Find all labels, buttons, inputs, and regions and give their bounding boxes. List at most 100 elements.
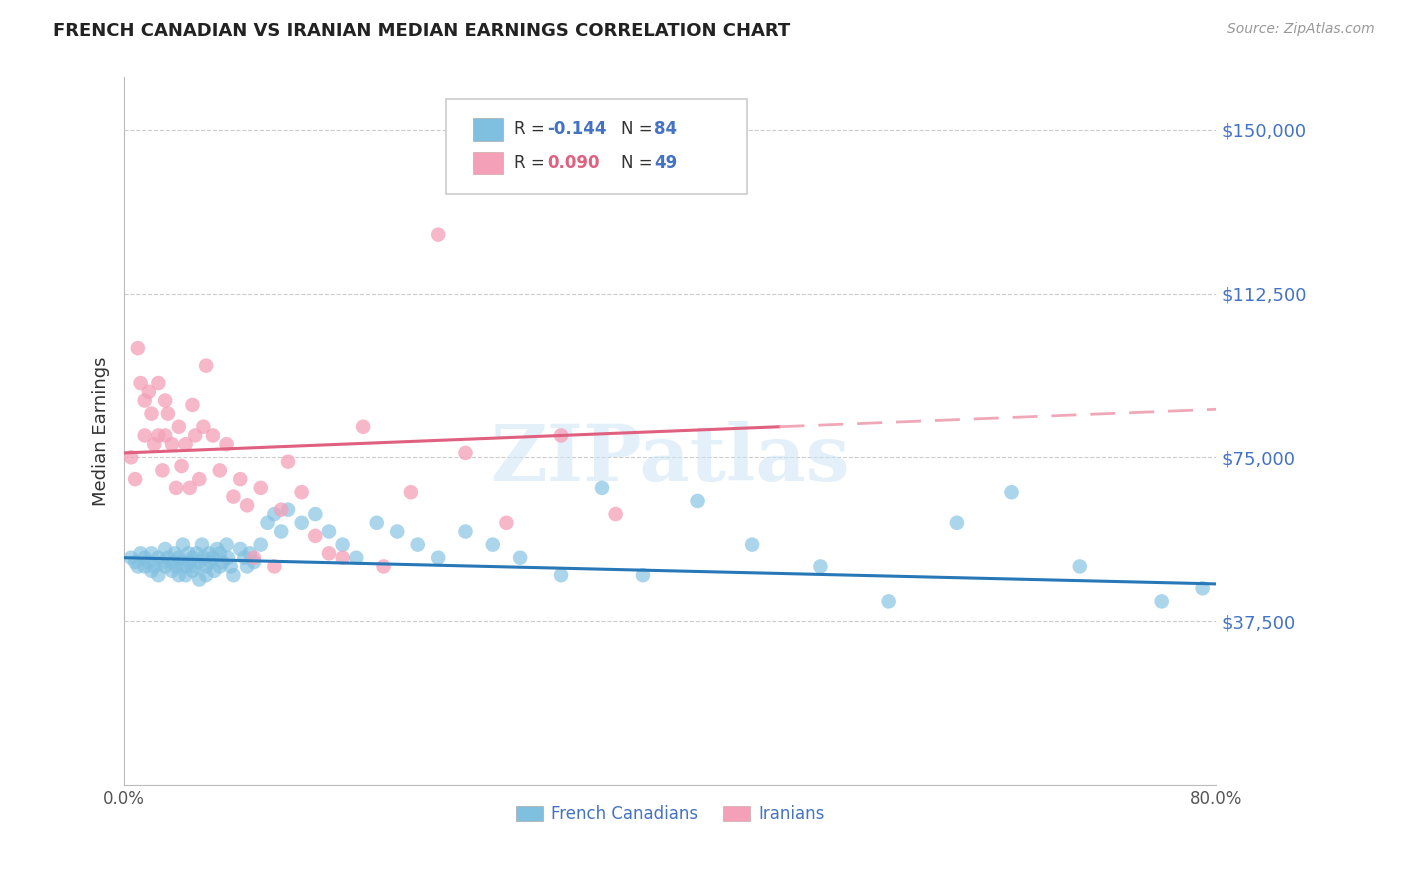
FancyBboxPatch shape	[446, 99, 747, 194]
Point	[160, 437, 183, 451]
Point	[236, 559, 259, 574]
Point	[304, 529, 326, 543]
Point	[215, 437, 238, 451]
Point	[134, 428, 156, 442]
Point	[229, 541, 252, 556]
Point	[191, 538, 214, 552]
Point	[249, 481, 271, 495]
Bar	[472, 119, 503, 141]
Point	[427, 227, 450, 242]
Point	[156, 407, 179, 421]
Point	[148, 568, 170, 582]
Point	[129, 376, 152, 390]
Point	[222, 568, 245, 582]
Text: 49: 49	[654, 154, 678, 172]
Point	[277, 455, 299, 469]
Text: FRENCH CANADIAN VS IRANIAN MEDIAN EARNINGS CORRELATION CHART: FRENCH CANADIAN VS IRANIAN MEDIAN EARNIN…	[53, 22, 790, 40]
Point	[243, 550, 266, 565]
Point	[127, 341, 149, 355]
Point	[387, 524, 409, 539]
Point	[179, 481, 201, 495]
Text: 0.090: 0.090	[547, 154, 599, 172]
Point	[179, 555, 201, 569]
Point	[153, 559, 176, 574]
Point	[186, 546, 208, 560]
Point	[148, 428, 170, 442]
Point	[198, 546, 221, 560]
Point	[181, 564, 204, 578]
Point	[1191, 582, 1213, 596]
Point	[181, 550, 204, 565]
Point	[156, 550, 179, 565]
Point	[202, 564, 225, 578]
Point	[184, 559, 207, 574]
Point	[141, 407, 163, 421]
Point	[318, 546, 340, 560]
Point	[366, 516, 388, 530]
Text: N =: N =	[621, 120, 658, 138]
Point	[200, 555, 222, 569]
Point	[1000, 485, 1022, 500]
Point	[160, 555, 183, 569]
Point	[134, 550, 156, 565]
Point	[174, 568, 197, 582]
Point	[201, 550, 224, 565]
Point	[605, 507, 627, 521]
Point	[134, 393, 156, 408]
Legend: French Canadians, Iranians: French Canadians, Iranians	[509, 798, 831, 830]
Point	[148, 376, 170, 390]
Point	[686, 494, 709, 508]
Point	[946, 516, 969, 530]
Point	[219, 559, 242, 574]
Point	[332, 550, 354, 565]
Point	[195, 568, 218, 582]
Point	[177, 546, 200, 560]
Point	[256, 516, 278, 530]
Point	[352, 419, 374, 434]
Point	[153, 393, 176, 408]
Point	[291, 485, 314, 500]
Point	[160, 564, 183, 578]
Point	[877, 594, 900, 608]
Point	[373, 559, 395, 574]
Point	[174, 559, 197, 574]
Point	[304, 507, 326, 521]
Point	[481, 538, 503, 552]
Point	[249, 538, 271, 552]
Point	[509, 550, 531, 565]
Point	[167, 419, 190, 434]
Bar	[472, 152, 503, 174]
Point	[153, 428, 176, 442]
Point	[138, 555, 160, 569]
Point	[188, 573, 211, 587]
Point	[129, 546, 152, 560]
Point	[454, 524, 477, 539]
Point	[344, 550, 367, 565]
Point	[229, 472, 252, 486]
Point	[120, 450, 142, 465]
Point	[167, 568, 190, 582]
Point	[406, 538, 429, 552]
Point	[170, 555, 193, 569]
Point	[138, 384, 160, 399]
Point	[143, 437, 166, 451]
Text: ZIPatlas: ZIPatlas	[491, 421, 851, 498]
Point	[454, 446, 477, 460]
Point	[153, 541, 176, 556]
Point	[172, 538, 194, 552]
Point	[124, 472, 146, 486]
Point	[495, 516, 517, 530]
Point	[174, 437, 197, 451]
Point	[741, 538, 763, 552]
Point	[195, 359, 218, 373]
Point	[215, 538, 238, 552]
Point	[233, 550, 256, 565]
Point	[427, 550, 450, 565]
Point	[143, 559, 166, 574]
Point	[239, 546, 262, 560]
Point	[205, 541, 228, 556]
Point	[591, 481, 613, 495]
Point	[631, 568, 654, 582]
Point	[263, 559, 285, 574]
Point	[134, 559, 156, 574]
